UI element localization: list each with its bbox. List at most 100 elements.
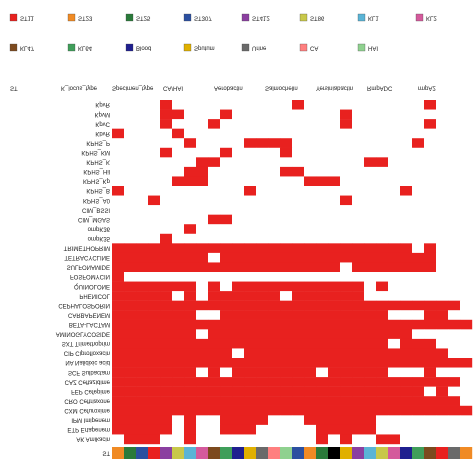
cell	[280, 367, 293, 378]
cell	[280, 205, 293, 215]
cell	[340, 128, 353, 139]
cell	[376, 138, 389, 148]
cell	[448, 338, 461, 349]
cell	[208, 119, 221, 129]
cell	[316, 176, 329, 187]
cell	[364, 128, 377, 139]
cell	[172, 147, 185, 158]
cell	[136, 166, 149, 177]
cell	[208, 205, 221, 215]
cell	[364, 176, 377, 187]
cell	[412, 386, 425, 397]
cell	[280, 186, 293, 196]
cell	[268, 377, 281, 387]
cell	[220, 100, 233, 110]
cell	[460, 291, 473, 301]
cell	[352, 119, 365, 129]
cell	[196, 281, 209, 292]
cell	[160, 338, 173, 349]
cell	[340, 176, 353, 187]
cell	[280, 424, 293, 435]
cell	[328, 252, 341, 263]
cell	[160, 319, 173, 330]
cell	[448, 224, 461, 234]
cell	[268, 300, 281, 311]
cell	[352, 128, 365, 139]
cell	[400, 100, 413, 110]
cell	[184, 434, 197, 445]
cell	[328, 147, 341, 158]
cell	[292, 214, 305, 225]
cell	[256, 147, 269, 158]
cell	[124, 233, 137, 244]
row-label: SXT Trimethoprim	[62, 340, 110, 346]
cell	[124, 377, 137, 387]
cell	[160, 147, 173, 158]
cell	[388, 424, 401, 435]
cell	[304, 252, 317, 263]
cell	[148, 195, 161, 206]
cell	[412, 338, 425, 349]
cell	[148, 157, 161, 168]
cell	[448, 109, 461, 120]
cell	[364, 233, 377, 244]
cell	[424, 281, 437, 292]
cell	[304, 109, 317, 120]
cell	[184, 224, 197, 234]
legend-label: KL2	[426, 14, 437, 20]
cell	[352, 358, 365, 368]
cell	[232, 329, 245, 340]
cell	[256, 338, 269, 349]
cell	[364, 405, 377, 416]
cell	[112, 300, 125, 311]
cell	[232, 281, 245, 292]
cell	[220, 338, 233, 349]
cell	[124, 281, 137, 292]
cell	[220, 224, 233, 234]
cell	[136, 434, 149, 445]
cell	[244, 424, 257, 435]
cell	[220, 377, 233, 387]
cell	[352, 272, 365, 282]
cell	[232, 109, 245, 120]
cell	[280, 377, 293, 387]
cell	[436, 281, 449, 292]
cell	[304, 291, 317, 301]
cell	[448, 100, 461, 110]
cell	[328, 348, 341, 359]
cell	[292, 252, 305, 263]
strip-cell	[424, 447, 437, 459]
cell	[412, 272, 425, 282]
cell	[292, 329, 305, 340]
cell	[328, 205, 341, 215]
cell	[340, 329, 353, 340]
cell	[160, 424, 173, 435]
cell	[256, 434, 269, 445]
legend-label: CA	[310, 44, 318, 50]
cell	[388, 329, 401, 340]
cell	[424, 224, 437, 234]
cell	[400, 128, 413, 139]
cell	[184, 358, 197, 368]
cell	[136, 272, 149, 282]
cell	[376, 377, 389, 387]
cell	[208, 224, 221, 234]
cell	[340, 300, 353, 311]
cell	[376, 434, 389, 445]
cell	[124, 186, 137, 196]
cell	[388, 176, 401, 187]
cell	[424, 138, 437, 148]
cell	[412, 214, 425, 225]
cell	[136, 310, 149, 320]
row-label: CEPHALOSPORIN	[58, 302, 110, 308]
cell	[232, 147, 245, 158]
cell	[280, 310, 293, 320]
cell	[124, 262, 137, 273]
row-label: SCF Sulbactam	[68, 369, 110, 375]
cell	[256, 252, 269, 263]
cell	[244, 147, 257, 158]
cell	[328, 100, 341, 110]
cell	[436, 386, 449, 397]
cell	[280, 358, 293, 368]
